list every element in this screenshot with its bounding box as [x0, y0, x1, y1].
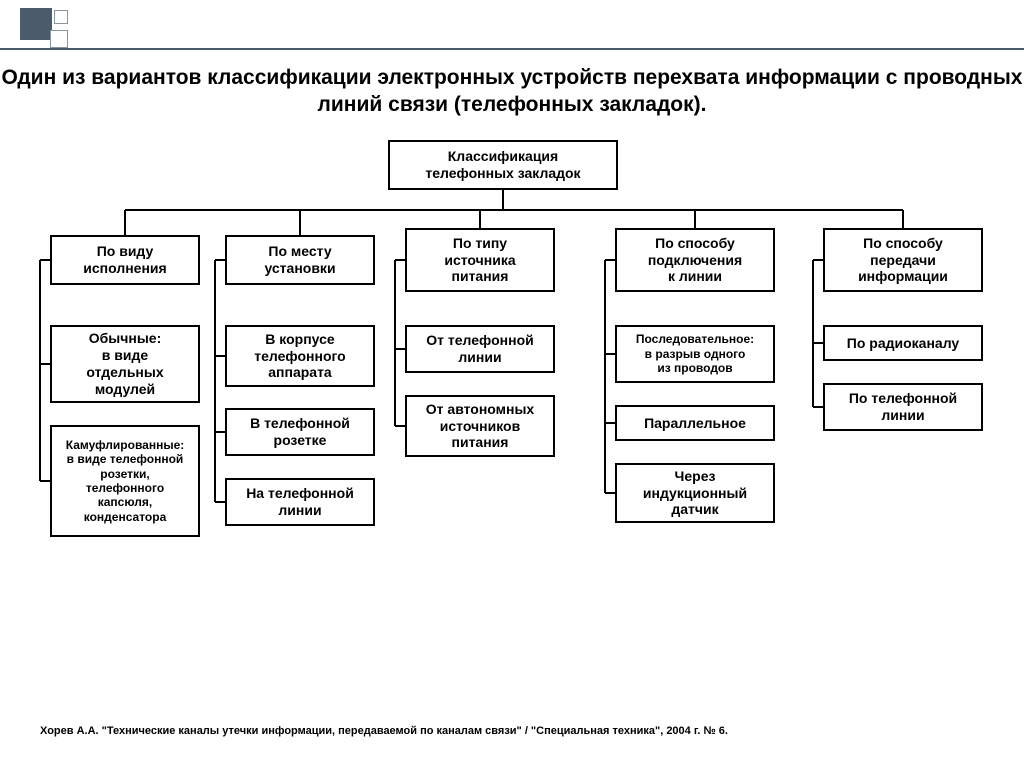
header-rule: [0, 48, 1024, 50]
node-c5a: По радиоканалу: [823, 325, 983, 361]
node-cat2: По местуустановки: [225, 235, 375, 285]
classification-diagram: Классификациятелефонных закладок По видуи…: [30, 140, 994, 640]
deco-square-large: [20, 8, 52, 40]
node-c4a: Последовательное:в разрыв одногоиз прово…: [615, 325, 775, 383]
node-c5b: По телефоннойлинии: [823, 383, 983, 431]
node-c4b: Параллельное: [615, 405, 775, 441]
node-cat5: По способупередачиинформации: [823, 228, 983, 292]
node-c1a: Обычные:в видеотдельныхмодулей: [50, 325, 200, 403]
node-c3a: От телефоннойлинии: [405, 325, 555, 373]
node-cat3: По типуисточникапитания: [405, 228, 555, 292]
node-cat4: По способуподключенияк линии: [615, 228, 775, 292]
node-c3b: От автономныхисточниковпитания: [405, 395, 555, 457]
node-c2a: В корпусетелефонногоаппарата: [225, 325, 375, 387]
node-c2c: На телефоннойлинии: [225, 478, 375, 526]
footer-citation: Хорев А.А. "Технические каналы утечки ин…: [40, 725, 728, 737]
node-c2b: В телефоннойрозетке: [225, 408, 375, 456]
node-cat1: По видуисполнения: [50, 235, 200, 285]
node-c1b: Камуфлированные:в виде телефоннойрозетки…: [50, 425, 200, 537]
page-title: Один из вариантов классификации электрон…: [0, 64, 1024, 119]
node-root: Классификациятелефонных закладок: [388, 140, 618, 190]
node-c4c: Черезиндукционныйдатчик: [615, 463, 775, 523]
deco-square-small-top: [54, 10, 68, 24]
deco-square-small-bottom: [50, 30, 68, 48]
